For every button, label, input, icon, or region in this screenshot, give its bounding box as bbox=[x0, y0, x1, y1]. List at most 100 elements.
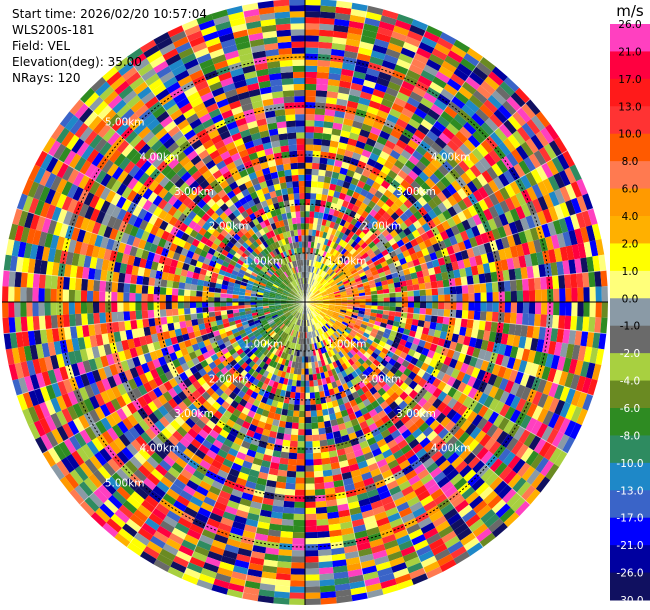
velocity-gate bbox=[305, 410, 312, 418]
velocity-gate bbox=[454, 251, 464, 262]
velocity-gate bbox=[483, 99, 498, 114]
velocity-gate bbox=[306, 259, 310, 266]
velocity-gate bbox=[305, 83, 317, 91]
velocity-gate bbox=[358, 97, 371, 107]
velocity-gate bbox=[486, 251, 495, 263]
velocity-gate bbox=[357, 268, 365, 275]
velocity-gate bbox=[503, 367, 513, 381]
velocity-gate bbox=[472, 213, 483, 226]
velocity-gate bbox=[439, 363, 449, 374]
velocity-gate bbox=[350, 268, 358, 275]
velocity-gate bbox=[377, 423, 388, 434]
velocity-gate bbox=[305, 17, 320, 24]
velocity-gate bbox=[362, 369, 370, 378]
velocity-gate bbox=[319, 157, 328, 165]
velocity-gate bbox=[338, 357, 345, 365]
velocity-gate bbox=[309, 386, 315, 393]
velocity-gate bbox=[506, 152, 519, 167]
velocity-gate bbox=[286, 409, 294, 417]
velocity-gate bbox=[394, 198, 404, 208]
velocity-gate bbox=[347, 94, 360, 103]
velocity-gate bbox=[296, 459, 305, 466]
velocity-gate bbox=[307, 241, 312, 248]
velocity-gate bbox=[362, 197, 372, 206]
velocity-gate bbox=[393, 361, 402, 370]
velocity-gate bbox=[515, 205, 526, 220]
velocity-gate bbox=[397, 169, 408, 180]
velocity-gate bbox=[508, 268, 516, 281]
velocity-gate bbox=[416, 270, 424, 279]
velocity-gate bbox=[290, 574, 305, 581]
velocity-gate bbox=[406, 409, 417, 420]
velocity-gate bbox=[417, 124, 430, 136]
velocity-gate bbox=[305, 108, 316, 115]
velocity-gate bbox=[305, 362, 309, 369]
velocity-gate bbox=[404, 123, 418, 135]
velocity-gate bbox=[410, 272, 418, 280]
velocity-gate bbox=[544, 353, 554, 368]
velocity-gate bbox=[442, 316, 450, 325]
velocity-gate bbox=[404, 419, 415, 430]
velocity-gate bbox=[368, 252, 377, 260]
velocity-gate bbox=[385, 198, 395, 208]
velocity-gate bbox=[315, 403, 323, 411]
velocity-gate bbox=[480, 339, 489, 351]
velocity-gate bbox=[148, 317, 156, 327]
velocity-gate bbox=[455, 415, 467, 428]
velocity-gate bbox=[458, 431, 470, 444]
velocity-gate bbox=[372, 44, 388, 55]
velocity-gate bbox=[421, 247, 430, 257]
velocity-gate bbox=[407, 399, 418, 410]
velocity-gate bbox=[305, 429, 312, 436]
velocity-gate bbox=[453, 269, 461, 279]
velocity-gate bbox=[316, 518, 329, 526]
velocity-gate bbox=[336, 280, 343, 286]
velocity-gate bbox=[450, 224, 461, 236]
velocity-gate bbox=[556, 328, 565, 343]
velocity-gate bbox=[360, 335, 368, 342]
velocity-gate bbox=[123, 283, 131, 293]
velocity-gate bbox=[554, 450, 568, 468]
velocity-gate bbox=[296, 380, 301, 387]
velocity-gate bbox=[467, 205, 478, 217]
velocity-gate bbox=[32, 287, 39, 302]
velocity-gate bbox=[419, 302, 427, 309]
velocity-gate bbox=[576, 195, 588, 213]
velocity-gate bbox=[389, 306, 396, 312]
velocity-gate bbox=[426, 162, 438, 174]
velocity-gate bbox=[376, 135, 388, 146]
velocity-gate bbox=[316, 297, 323, 300]
velocity-gate bbox=[440, 88, 455, 101]
velocity-gate bbox=[324, 273, 330, 280]
velocity-gate bbox=[324, 338, 330, 346]
velocity-gate bbox=[330, 54, 344, 63]
velocity-gate bbox=[421, 222, 431, 233]
velocity-gate bbox=[380, 336, 389, 344]
velocity-gate bbox=[472, 245, 481, 257]
velocity-gate bbox=[373, 229, 382, 238]
velocity-gate bbox=[291, 562, 305, 569]
velocity-gate bbox=[305, 283, 307, 290]
velocity-gate bbox=[316, 84, 328, 92]
velocity-gate bbox=[423, 527, 439, 540]
velocity-gate bbox=[580, 226, 590, 243]
velocity-gate bbox=[398, 400, 408, 411]
velocity-gate bbox=[442, 209, 452, 221]
velocity-gate bbox=[153, 286, 161, 295]
velocity-gate bbox=[472, 460, 486, 474]
velocity-gate bbox=[305, 211, 310, 218]
velocity-gate bbox=[435, 180, 447, 192]
velocity-gate bbox=[432, 351, 441, 362]
velocity-gate bbox=[420, 97, 434, 109]
velocity-gate bbox=[393, 97, 407, 108]
velocity-gate bbox=[308, 229, 313, 236]
velocity-gate bbox=[353, 212, 362, 221]
velocity-gate bbox=[349, 14, 366, 24]
velocity-gate bbox=[179, 320, 187, 329]
velocity-gate bbox=[318, 313, 324, 319]
velocity-gate bbox=[330, 272, 337, 278]
velocity-gate bbox=[465, 228, 475, 240]
velocity-gate bbox=[429, 358, 438, 369]
velocity-gate bbox=[322, 295, 329, 299]
velocity-gate bbox=[340, 275, 347, 281]
